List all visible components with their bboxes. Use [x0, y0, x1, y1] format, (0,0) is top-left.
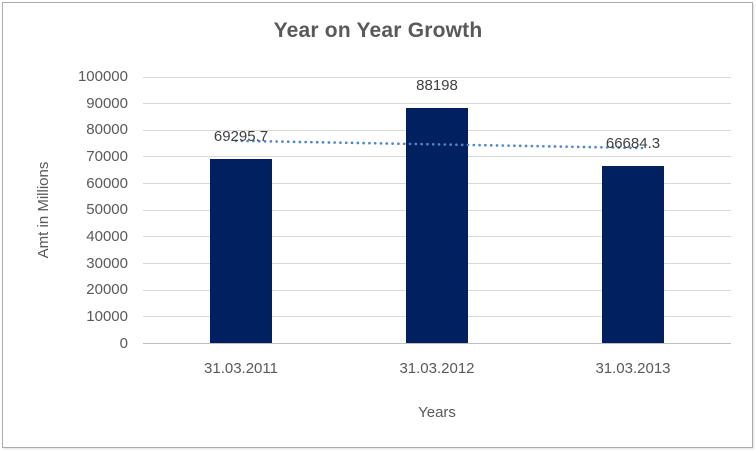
- x-category-label: 31.03.2013: [595, 360, 671, 377]
- gridline: [143, 76, 731, 78]
- bar: [210, 158, 272, 344]
- bar-data-label: 69295.7: [213, 127, 269, 145]
- x-axis-title: Years: [418, 404, 456, 421]
- y-tick-label: 10000: [86, 307, 128, 325]
- bar: [406, 108, 468, 344]
- y-tick-label: 90000: [86, 94, 128, 112]
- x-axis-line: [143, 343, 731, 344]
- y-tick-label: 100000: [77, 68, 128, 85]
- y-tick-label: 60000: [86, 174, 128, 192]
- y-tick-label: 50000: [86, 201, 128, 219]
- y-tick-label: 20000: [86, 281, 128, 299]
- y-tick-label: 40000: [86, 227, 128, 245]
- y-tick-label: 30000: [86, 254, 128, 272]
- bar: [602, 165, 664, 344]
- y-axis-title: Amt in Millions: [35, 161, 52, 259]
- y-tick-label: 70000: [86, 147, 128, 165]
- gridline: [143, 103, 731, 105]
- y-tick-label: 0: [119, 334, 128, 352]
- x-category-label: 31.03.2012: [399, 360, 475, 377]
- y-tick-label: 80000: [86, 121, 128, 139]
- bar-data-label: 66684.3: [605, 134, 661, 152]
- bar-data-label: 88198: [416, 77, 458, 95]
- x-category-label: 31.03.2011: [204, 360, 278, 377]
- chart-title: Year on Year Growth: [273, 19, 483, 42]
